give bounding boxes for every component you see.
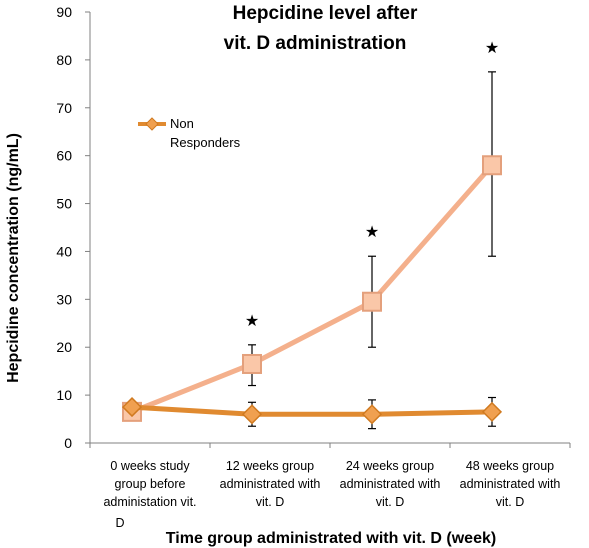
legend-marker (145, 117, 159, 131)
y-tick-label: 0 (64, 435, 72, 451)
x-tick-label: administrated with (460, 477, 561, 491)
x-tick-label: 24 weeks group (346, 459, 434, 473)
data-point (362, 291, 382, 312)
y-tick-label: 20 (56, 339, 72, 355)
y-tick-label: 50 (56, 196, 72, 212)
y-tick-label: 90 (56, 4, 72, 20)
x-tick-label: 0 weeks study (110, 459, 190, 473)
x-axis: 0 weeks study group before administation v… (89, 442, 571, 509)
y-tick-label: 70 (56, 100, 72, 116)
series-0 (122, 71, 502, 422)
significance-star: ★ (365, 224, 379, 241)
y-tick-label: 10 (56, 387, 72, 403)
x-tick-label: administrated with (220, 477, 321, 491)
x-tick-label: administrated with (340, 477, 441, 491)
significance-annotations: ★ ★ ★ (245, 40, 499, 330)
series-1 (121, 396, 503, 430)
x-tick-label: 12 weeks group (226, 459, 314, 473)
legend: Non Responders (138, 116, 241, 150)
data-point (481, 401, 503, 422)
legend-label: Non (170, 116, 194, 131)
y-tick-label: 60 (56, 148, 72, 164)
x-tick-label: vit. D (256, 495, 284, 509)
legend-label: Responders (170, 135, 241, 150)
significance-star: ★ (485, 40, 499, 57)
significance-star: ★ (245, 313, 259, 330)
series-layer (121, 71, 503, 430)
x-tick-label: vit. D (376, 495, 404, 509)
data-point (482, 155, 502, 176)
y-tick-label: 40 (56, 243, 72, 259)
x-axis-label-prefix: D (115, 516, 124, 530)
series-line (131, 404, 493, 417)
series-line (131, 163, 494, 415)
chart-title-line-1: Hepcidine level after (233, 3, 418, 24)
chart-title-line-2: vit. D administration (224, 33, 407, 54)
x-tick-label: 48 weeks group (466, 459, 554, 473)
y-tick-label: 30 (56, 291, 72, 307)
x-tick-label: vit. D (496, 495, 524, 509)
data-point (241, 404, 263, 425)
x-axis-label: Time group administrated with vit. D (we… (166, 530, 496, 547)
x-tick-label: group before (115, 477, 186, 491)
data-point (121, 397, 143, 418)
data-point (361, 404, 383, 425)
y-axis: 0 10 20 30 40 50 60 70 80 90 (56, 4, 91, 451)
y-axis-label: Hepcidine concentration (ng/mL) (5, 133, 22, 383)
data-point (242, 353, 262, 374)
y-tick-label: 80 (56, 52, 72, 68)
x-tick-label: administation vit. (103, 495, 196, 509)
